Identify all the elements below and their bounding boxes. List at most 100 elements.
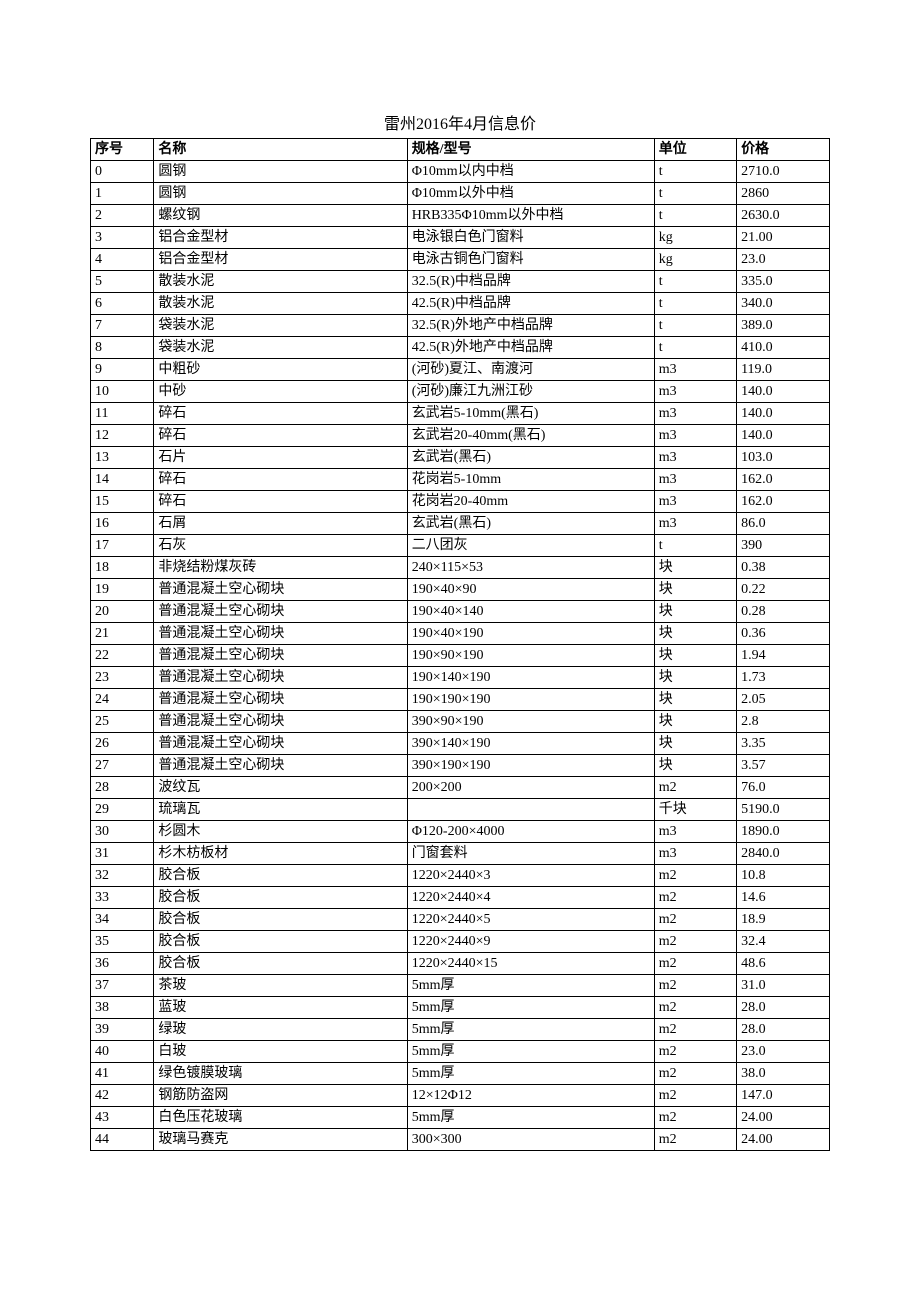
cell-seq: 17 (91, 535, 154, 557)
cell-price: 2860 (737, 183, 830, 205)
cell-seq: 12 (91, 425, 154, 447)
cell-seq: 9 (91, 359, 154, 381)
cell-spec: 390×140×190 (407, 733, 654, 755)
cell-spec: 190×90×190 (407, 645, 654, 667)
page-title: 雷州2016年4月信息价 (90, 110, 830, 134)
cell-spec: 1220×2440×9 (407, 931, 654, 953)
cell-spec: Φ10mm以内中档 (407, 161, 654, 183)
cell-seq: 31 (91, 843, 154, 865)
cell-seq: 18 (91, 557, 154, 579)
cell-unit: m3 (654, 447, 736, 469)
cell-name: 普通混凝土空心砌块 (154, 733, 407, 755)
table-row: 22普通混凝土空心砌块190×90×190块1.94 (91, 645, 830, 667)
table-row: 10中砂(河砂)廉江九洲江砂m3140.0 (91, 381, 830, 403)
table-row: 5散装水泥32.5(R)中档品牌t335.0 (91, 271, 830, 293)
cell-spec: Φ120-200×4000 (407, 821, 654, 843)
cell-unit: m2 (654, 1041, 736, 1063)
table-row: 19普通混凝土空心砌块190×40×90块0.22 (91, 579, 830, 601)
cell-spec: 玄武岩(黑石) (407, 513, 654, 535)
cell-seq: 2 (91, 205, 154, 227)
cell-spec: 玄武岩(黑石) (407, 447, 654, 469)
cell-name: 绿色镀膜玻璃 (154, 1063, 407, 1085)
cell-unit: 块 (654, 711, 736, 733)
cell-seq: 19 (91, 579, 154, 601)
cell-name: 蓝玻 (154, 997, 407, 1019)
table-row: 42钢筋防盗网12×12Φ12m2147.0 (91, 1085, 830, 1107)
cell-seq: 44 (91, 1129, 154, 1151)
table-row: 3铝合金型材电泳银白色门窗料kg21.00 (91, 227, 830, 249)
cell-unit: 块 (654, 623, 736, 645)
cell-name: 胶合板 (154, 887, 407, 909)
cell-price: 28.0 (737, 997, 830, 1019)
table-row: 18非烧结粉煤灰砖240×115×53块0.38 (91, 557, 830, 579)
cell-spec: 门窗套料 (407, 843, 654, 865)
cell-price: 340.0 (737, 293, 830, 315)
cell-spec: 190×40×140 (407, 601, 654, 623)
cell-spec: 5mm厚 (407, 1063, 654, 1085)
cell-spec: 1220×2440×15 (407, 953, 654, 975)
cell-unit: t (654, 315, 736, 337)
table-row: 17石灰二八团灰t390 (91, 535, 830, 557)
cell-price: 23.0 (737, 249, 830, 271)
cell-name: 碎石 (154, 469, 407, 491)
cell-name: 散装水泥 (154, 271, 407, 293)
cell-seq: 4 (91, 249, 154, 271)
cell-seq: 41 (91, 1063, 154, 1085)
cell-spec: (河砂)廉江九洲江砂 (407, 381, 654, 403)
table-row: 40白玻5mm厚m223.0 (91, 1041, 830, 1063)
cell-name: 袋装水泥 (154, 337, 407, 359)
table-row: 21普通混凝土空心砌块190×40×190块0.36 (91, 623, 830, 645)
cell-spec: 42.5(R)中档品牌 (407, 293, 654, 315)
cell-seq: 35 (91, 931, 154, 953)
cell-unit: t (654, 271, 736, 293)
cell-name: 玻璃马赛克 (154, 1129, 407, 1151)
cell-seq: 15 (91, 491, 154, 513)
cell-price: 140.0 (737, 425, 830, 447)
cell-unit: m2 (654, 1129, 736, 1151)
cell-name: 胶合板 (154, 931, 407, 953)
table-row: 37茶玻5mm厚m231.0 (91, 975, 830, 997)
cell-unit: m2 (654, 975, 736, 997)
table-row: 34胶合板1220×2440×5m218.9 (91, 909, 830, 931)
table-row: 8袋装水泥42.5(R)外地产中档品牌t410.0 (91, 337, 830, 359)
cell-name: 铝合金型材 (154, 249, 407, 271)
cell-unit: m3 (654, 821, 736, 843)
cell-name: 中粗砂 (154, 359, 407, 381)
cell-spec: 240×115×53 (407, 557, 654, 579)
cell-price: 14.6 (737, 887, 830, 909)
cell-price: 0.36 (737, 623, 830, 645)
cell-price: 23.0 (737, 1041, 830, 1063)
cell-seq: 22 (91, 645, 154, 667)
cell-unit: 块 (654, 601, 736, 623)
cell-seq: 32 (91, 865, 154, 887)
cell-spec: 390×90×190 (407, 711, 654, 733)
cell-name: 铝合金型材 (154, 227, 407, 249)
cell-name: 普通混凝土空心砌块 (154, 601, 407, 623)
cell-name: 普通混凝土空心砌块 (154, 667, 407, 689)
cell-name: 白色压花玻璃 (154, 1107, 407, 1129)
cell-price: 140.0 (737, 381, 830, 403)
cell-unit: m2 (654, 1085, 736, 1107)
cell-price: 24.00 (737, 1107, 830, 1129)
cell-spec: (河砂)夏江、南渡河 (407, 359, 654, 381)
table-row: 26普通混凝土空心砌块390×140×190块3.35 (91, 733, 830, 755)
table-row: 43白色压花玻璃5mm厚m224.00 (91, 1107, 830, 1129)
cell-price: 140.0 (737, 403, 830, 425)
table-row: 4铝合金型材电泳古铜色门窗料kg23.0 (91, 249, 830, 271)
cell-unit: 块 (654, 557, 736, 579)
cell-unit: m2 (654, 777, 736, 799)
cell-price: 1.94 (737, 645, 830, 667)
cell-spec: 190×40×190 (407, 623, 654, 645)
cell-price: 3.57 (737, 755, 830, 777)
cell-name: 普通混凝土空心砌块 (154, 623, 407, 645)
table-row: 33胶合板1220×2440×4m214.6 (91, 887, 830, 909)
table-row: 12碎石玄武岩20-40mm(黑石)m3140.0 (91, 425, 830, 447)
table-row: 31杉木枋板材门窗套料m32840.0 (91, 843, 830, 865)
cell-name: 碎石 (154, 403, 407, 425)
cell-seq: 13 (91, 447, 154, 469)
table-row: 25普通混凝土空心砌块390×90×190块2.8 (91, 711, 830, 733)
table-body: 0圆钢Φ10mm以内中档t2710.01圆钢Φ10mm以外中档t28602螺纹钢… (91, 161, 830, 1151)
cell-price: 2.05 (737, 689, 830, 711)
cell-seq: 21 (91, 623, 154, 645)
cell-seq: 36 (91, 953, 154, 975)
